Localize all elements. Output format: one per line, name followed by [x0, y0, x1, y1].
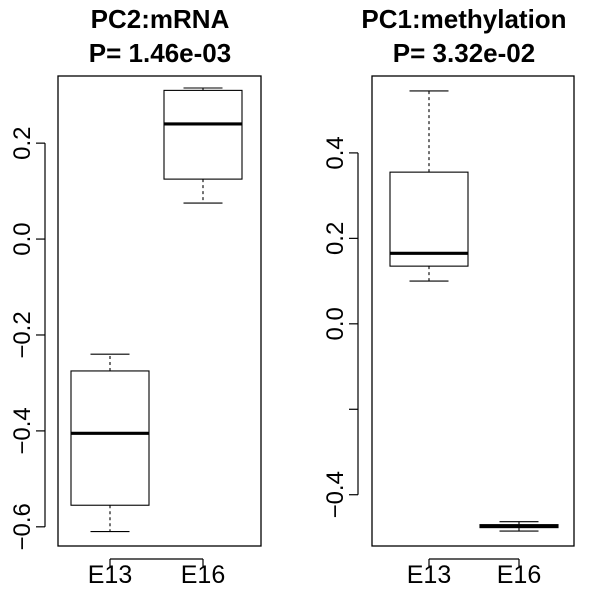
panel1-box-e13: [70, 353, 150, 533]
panel1-y-axis: −0.6 −0.4 −0.2 0.0 0.2: [9, 126, 46, 551]
panel2-box-e13: [389, 90, 469, 282]
panel2-boxes: [389, 90, 559, 532]
panel2-plot-frame: [371, 75, 575, 547]
panel1-plot-frame: [57, 75, 262, 547]
panel1-x-tick-label-e16: E16: [181, 561, 225, 589]
box-iqr: [70, 370, 150, 506]
panel2-x-tick-label-e13: E13: [407, 561, 451, 589]
panel1-boxes: [70, 87, 243, 533]
panel2-y-tick-label: 0.4: [322, 136, 349, 169]
panel1-y-tick-label: −0.6: [9, 503, 36, 550]
panel-pc1-methylation: PC1:methylation P= 3.32e-02 −0.4 0.0 0.2 0.…: [322, 4, 575, 589]
panel1-title: PC2:mRNA: [91, 4, 230, 34]
panel2-x-tick-label-e16: E16: [497, 561, 541, 589]
panel1-x-tick-label-e13: E13: [88, 561, 132, 589]
panel1-y-tick-label: −0.2: [9, 311, 36, 358]
box-iqr: [389, 171, 469, 267]
panel2-y-axis: −0.4 0.0 0.2 0.4: [322, 136, 359, 518]
panel1-box-e16: [163, 87, 243, 204]
panel1-y-tick-label: 0.0: [9, 222, 36, 255]
panel2-x-axis: [428, 558, 520, 568]
panel1-x-axis: [109, 558, 204, 568]
box-iqr: [163, 89, 243, 180]
panel2-title: PC1:methylation: [361, 4, 566, 34]
panel2-subtitle: P= 3.32e-02: [393, 38, 535, 68]
panel2-y-tick-label: −0.4: [322, 471, 349, 518]
panel2-y-tick-label: 0.2: [322, 222, 349, 255]
panel2-box-e16: [479, 521, 559, 532]
panel-pc2-mrna: PC2:mRNA P= 1.46e-03 −0.6−0.4−0.20.00.2 …: [9, 4, 262, 589]
panel1-subtitle: P= 1.46e-03: [89, 38, 231, 68]
panel1-y-tick-label: −0.4: [9, 407, 36, 454]
panel1-y-tick-label: 0.2: [9, 126, 36, 159]
panel2-y-tick-label: 0.0: [322, 307, 349, 340]
